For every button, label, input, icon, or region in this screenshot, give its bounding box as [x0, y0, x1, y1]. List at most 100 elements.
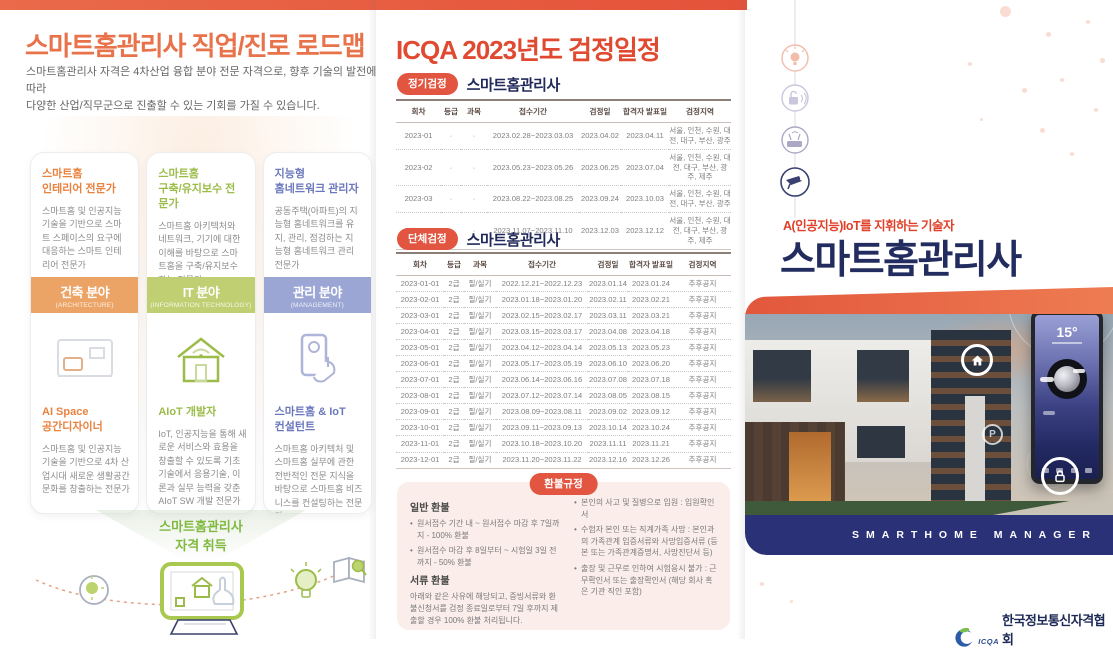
table-cell: 2023.12.16	[588, 452, 628, 469]
table-cell: 2023.01.24	[628, 275, 674, 293]
list-item: 원서접수 기간 내 ~ 원서접수 마감 후 7일까지 - 100% 환불	[410, 518, 562, 541]
table-cell: 2023-07-01	[396, 371, 444, 389]
table-cell: 필/실기	[464, 403, 496, 421]
table-row: 2023-10-01 2급 필/실기 2023.09.11~2023.09.13 202…	[396, 419, 731, 437]
icqa-logo: ICQA 한국정보통신자격협회	[952, 610, 1113, 648]
card-bottom-body: IoT, 인공지능을 통해 새로운 서비스와 효용을 창출할 수 있도록 기초기…	[158, 428, 247, 507]
card-it: 스마트홈 구축/유지보수 전문가 스마트홈 아키텍처와 네트워크, 기기에 대한…	[146, 152, 256, 514]
table-cell: ·	[461, 212, 487, 250]
table-cell: 2023-02-01	[396, 291, 444, 309]
card-bottom-body: 스마트홈 및 인공지능 기술을 기반으로 4차 산업시대 새로운 생활공간문화를…	[42, 443, 130, 495]
table-cell: 2023.12.26	[628, 452, 674, 469]
table-row: 2023-02-01 2급 필/실기 2023.01.18~2023.01.20 202…	[396, 291, 731, 309]
card-top-title: 스마트홈 인테리어 전문가	[42, 168, 116, 195]
table-row: 2023-01-01 2급 필/실기 2022.12.21~2022.12.23 202…	[396, 275, 731, 293]
roadmap-title: 스마트홈관리사 직업/진로 로드맵	[25, 31, 366, 61]
smart-feature-chain	[780, 0, 810, 218]
badge-sublabel: (ARCHITECTURE)	[55, 301, 114, 309]
table-cell: 2급	[444, 419, 464, 437]
table-cell: 추후공지	[674, 355, 731, 373]
table-cell: 2급	[444, 291, 464, 309]
table-cell: ·	[461, 149, 487, 187]
table-cell: 추후공지	[674, 339, 731, 357]
table-header-row: 회차 등급 과목 접수기간 검정일 합격자 발표일 검정지역	[396, 252, 731, 276]
table-cell: 2023.05.23~2023.05.26	[487, 149, 579, 187]
iot-device-icon	[781, 126, 809, 154]
laptop-icon	[169, 619, 239, 635]
table-cell: 2023.11.07~2023.11.10	[487, 212, 579, 250]
regular-exam-section-header: 정기검정 스마트홈관리사	[397, 73, 560, 95]
table-cell: 추후공지	[674, 435, 731, 453]
card-bottom-body: 스마트홈 아키텍처 및 스마트홈 실무에 관한 전반적인 전문 지식을 바탕으로…	[274, 443, 363, 513]
table-cell: 2023.09.12	[628, 403, 674, 421]
table-cell: 2급	[444, 355, 464, 373]
table-cell: ·	[441, 122, 461, 150]
table-cell: 2023.04.02	[579, 122, 621, 150]
table-cell: 2023.05.17~2023.05.19	[496, 355, 588, 373]
table-row: 2023-03-01 2급 필/실기 2023.02.15~2023.02.17 202…	[396, 307, 731, 325]
table-cell: 2023-08-01	[396, 387, 444, 405]
table-cell: 2023.08.09~2023.08.11	[496, 403, 588, 421]
table-cell: 필/실기	[464, 291, 496, 309]
table-cell: 2023.10.24	[628, 419, 674, 437]
table-cell: 2023-11-01	[396, 435, 444, 453]
table-cell: 2023-01	[396, 122, 441, 150]
table-row: 2023-09-01 2급 필/실기 2023.08.09~2023.08.11 202…	[396, 403, 731, 421]
table-cell: 2급	[444, 371, 464, 389]
lightbulb-icon	[781, 44, 809, 72]
interior-sketch-icon	[31, 317, 138, 399]
table-cell: 필/실기	[464, 371, 496, 389]
table-cell: 2급	[444, 275, 464, 293]
table-cell: 2023.06.25	[579, 149, 621, 187]
home-icon	[961, 344, 993, 376]
table-cell: 2023.06.20	[628, 355, 674, 373]
table-cell: 2023.10.14	[588, 419, 628, 437]
list-item: 원서접수 마감 후 8일부터 ~ 시험일 3일 전까지 - 50% 환불	[410, 545, 562, 568]
field-badge: 건축 분야 (ARCHITECTURE)	[31, 277, 139, 313]
table-cell: 2023-05-01	[396, 339, 444, 357]
field-badge: IT 분야 (INFORMATION TECHNOLOGY)	[147, 277, 255, 313]
thermostat-dial	[1047, 359, 1087, 399]
table-cell: 2급	[444, 323, 464, 341]
table-cell: 추후공지	[674, 371, 731, 389]
hero-navy-band: SMARTHOME MANAGER	[745, 515, 1113, 555]
table-cell: 2023.10.18~2023.10.20	[496, 435, 588, 453]
document-refund-body: 아래와 같은 사유에 해당되고, 증빙서류와 환불신청서를 검정 종료일로부터 …	[410, 592, 559, 625]
table-cell: 추후공지	[674, 387, 731, 405]
refund-cases-list: 본인의 사고 및 질병으로 입원 : 입원확인서수험자 본인 또는 직계가족 사…	[574, 497, 719, 598]
table-cell: 추후공지	[674, 307, 731, 325]
cctv-icon	[780, 167, 810, 197]
table-cell: 2023-03-01	[396, 307, 444, 325]
group-exam-badge: 단체검정	[397, 228, 458, 250]
table-cell: 2023-09-01	[396, 403, 444, 421]
refund-policy-box: 환불규정 일반 환불 원서접수 기간 내 ~ 원서접수 마감 후 7일까지 - …	[397, 473, 730, 630]
card-top-body: 스마트홈 및 인공지능 기술을 기반으로 스마트 스페이스의 요구에 대응하는 …	[42, 205, 122, 270]
hero-photo: P 15° SMARTHOME MANAGER	[745, 287, 1113, 555]
smart-house-icon	[147, 317, 254, 399]
table-cell: 추후공지	[674, 291, 731, 309]
table-cell: 서울, 인천, 수원, 대전, 대구, 부산, 광주, 제주	[669, 149, 731, 187]
group-exam-section-header: 단체검정 스마트홈관리사	[397, 228, 560, 250]
hero-title: 스마트홈관리사	[780, 239, 1022, 282]
table-header-row: 회차 등급 과목 접수기간 검정일 합격자 발표일 검정지역	[396, 99, 731, 123]
table-cell: 필/실기	[464, 355, 496, 373]
icqa-mark-icon	[955, 627, 973, 647]
column-header: 과목	[464, 252, 496, 276]
table-cell: 2023.05.13	[588, 339, 628, 357]
badge-label: IT 분야	[182, 284, 220, 300]
column-header: 검정지역	[674, 252, 731, 276]
table-cell: 2023.01.18~2023.01.20	[496, 291, 588, 309]
roadmap-illustration	[35, 556, 367, 635]
document-refund-heading: 서류 환불	[410, 576, 450, 588]
table-cell: 2023.11.11	[588, 435, 628, 453]
lock-icon	[1041, 457, 1079, 495]
table-cell: 추후공지	[674, 419, 731, 437]
list-item: 본인의 사고 및 질병으로 입원 : 입원확인서	[574, 497, 719, 520]
table-cell: 2023.08.22~2023.08.25	[487, 185, 579, 214]
top-accent-bar	[0, 0, 747, 10]
table-cell: 2023-06-01	[396, 355, 444, 373]
table-cell: 2023-03	[396, 185, 441, 214]
table-row: 2023-03 · · 2023.08.22~2023.08.25 2023.09.24…	[396, 185, 731, 214]
table-cell: 2023.12.12	[621, 212, 669, 250]
table-cell: 2023.07.18	[628, 371, 674, 389]
